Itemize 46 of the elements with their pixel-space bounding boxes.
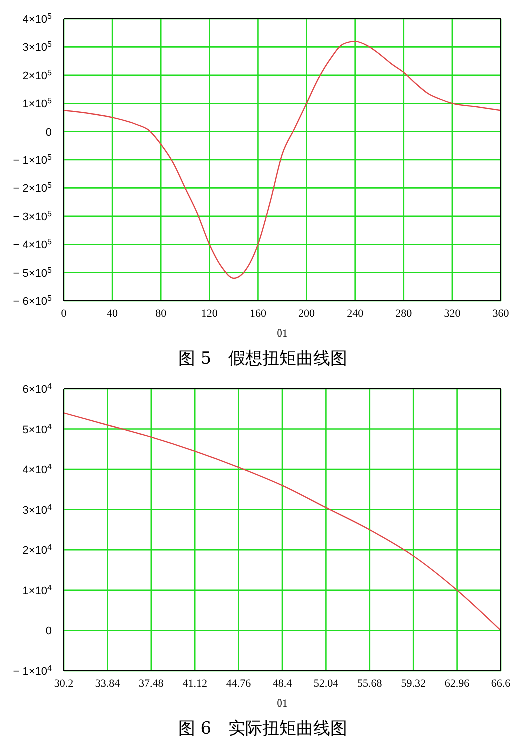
y-tick-label: 1×10$^{4}$ — [22, 582, 53, 598]
y-tick-label: 4×10$^{4}$ — [22, 462, 53, 477]
y-tick-label: 1×10$^{5}$ — [22, 96, 53, 111]
y-tick-label: − 4×10$^{5}$ — [13, 237, 53, 252]
y-tick-label: − 5×10$^{5}$ — [13, 265, 53, 280]
y-tick-label: 2×10$^{5}$ — [22, 68, 53, 82]
x-tick-label: 120 — [201, 308, 218, 320]
x-tick-label: 41.12 — [182, 678, 208, 690]
y-tick-label: − 2×10$^{5}$ — [13, 180, 53, 196]
y-tick-label: 3×10$^{4}$ — [22, 502, 53, 517]
x-tick-label: 52.04 — [314, 678, 340, 690]
y-tick-label: 4×10$^{5}$ — [22, 12, 53, 26]
x-tick-label: 40 — [107, 308, 119, 320]
x-tick-label: 80 — [156, 308, 168, 320]
x-tick-label: 55.68 — [358, 678, 383, 690]
x-tick-label: 59.32 — [401, 678, 426, 690]
y-tick-label: − 3×10$^{5}$ — [13, 208, 53, 224]
text: 图 5 假想扭矩曲线图 — [177, 348, 349, 370]
x-axis-title: θ1 — [277, 328, 288, 340]
x-tick-label: 320 — [444, 308, 462, 320]
x-tick-label: 33.84 — [95, 678, 121, 690]
y-tick-label: − 6×10$^{5}$ — [13, 294, 53, 308]
y-tick-label: 0 — [46, 626, 52, 638]
y-tick-label: − 1×10$^{4}$ — [13, 664, 53, 678]
y-tick-label: 3×10$^{5}$ — [22, 40, 53, 54]
y-tick-label: 2×10$^{4}$ — [22, 542, 53, 558]
x-tick-label: 280 — [396, 308, 413, 320]
x-tick-label: 44.76 — [226, 678, 252, 690]
x-tick-label: 30.2 — [54, 678, 74, 690]
x-tick-label: 200 — [298, 308, 316, 320]
text: 图 6 实际扭矩曲线图 — [177, 718, 349, 740]
x-tick-label: 66.6 — [491, 678, 512, 690]
x-tick-label: 240 — [347, 308, 364, 320]
x-tick-label: 360 — [492, 308, 510, 320]
y-tick-label: 6×10$^{4}$ — [22, 382, 53, 396]
x-tick-label: 160 — [250, 308, 267, 320]
line-series — [64, 412, 501, 632]
x-tick-label: 0 — [61, 308, 68, 320]
y-tick-label: 0 — [46, 126, 52, 139]
y-tick-label: − 1×10$^{5}$ — [13, 152, 53, 167]
x-tick-label: 37.48 — [139, 678, 164, 690]
x-axis-title: θ1 — [277, 698, 288, 710]
x-tick-label: 48.4 — [272, 678, 293, 690]
y-tick-label: 5×10$^{4}$ — [22, 422, 53, 436]
line-series — [64, 40, 501, 280]
x-tick-label: 62.96 — [444, 678, 470, 690]
